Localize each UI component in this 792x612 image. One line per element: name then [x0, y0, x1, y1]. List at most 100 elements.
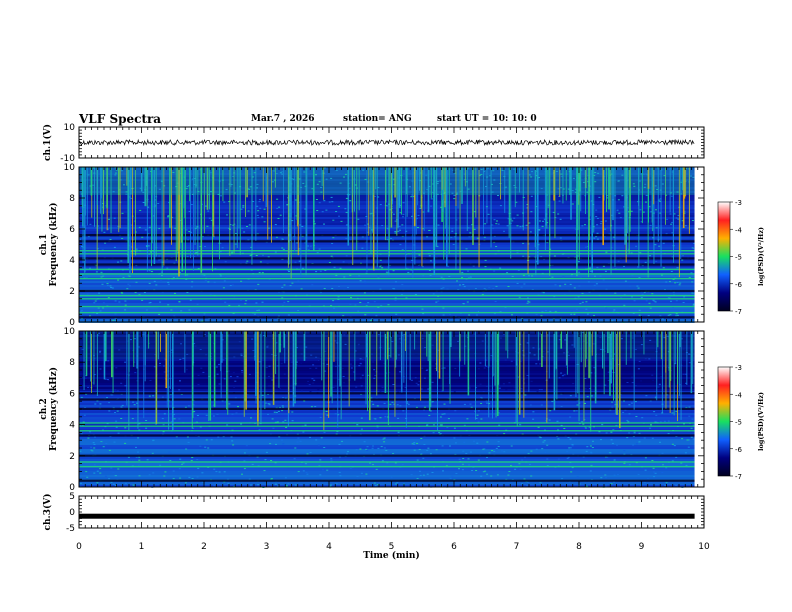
- spectrogram-pixel: [637, 266, 640, 268]
- spectrogram-pixel: [203, 274, 206, 276]
- spectrogram-pixel: [677, 314, 679, 316]
- spectrogram-pixel: [675, 462, 678, 464]
- spectrogram-pixel: [179, 380, 181, 382]
- sferic-streak: [169, 167, 171, 228]
- spectrogram-pixel: [488, 175, 491, 177]
- spectrogram-pixel: [638, 277, 641, 279]
- spectrogram-pixel: [441, 413, 444, 415]
- spectrogram-pixel: [213, 485, 216, 487]
- spectrogram-row: [79, 185, 695, 187]
- spectrogram-row: [79, 251, 695, 253]
- spectrogram-pixel: [195, 421, 198, 423]
- spectrogram-pixel: [407, 403, 410, 405]
- spectrogram-pixel: [553, 296, 556, 298]
- spectrogram-pixel: [178, 389, 181, 391]
- spectrogram-pixel: [675, 315, 678, 317]
- spectrogram-pixel: [524, 394, 527, 396]
- spectrogram-pixel: [180, 310, 183, 312]
- spectrogram-pixel: [569, 283, 572, 285]
- spectrogram-row: [79, 451, 695, 453]
- spectrogram-pixel: [671, 232, 674, 234]
- spectrogram-pixel: [92, 382, 95, 384]
- spectrogram-pixel: [681, 220, 684, 222]
- sferic-streak: [497, 331, 499, 417]
- spectrogram-pixel: [472, 265, 475, 267]
- spectrogram-pixel: [510, 360, 513, 362]
- sferic-streak: [295, 331, 297, 369]
- sferic-streak: [161, 167, 163, 275]
- spectrogram-pixel: [268, 404, 271, 406]
- sferic-streak: [272, 331, 275, 405]
- spectrogram-pixel: [478, 174, 481, 176]
- spectrogram-pixel: [536, 391, 539, 393]
- spectrogram-pixel: [248, 224, 251, 226]
- spectrogram-pixel: [144, 229, 147, 231]
- spectrogram-pixel: [670, 223, 673, 225]
- sferic-streak: [367, 331, 368, 412]
- sferic-streak: [554, 167, 556, 239]
- spectrogram-pixel: [569, 395, 572, 397]
- spectrogram-pixel: [561, 478, 564, 480]
- sferic-streak: [627, 167, 628, 233]
- spectrogram-pixel: [325, 209, 328, 211]
- spectrogram-pixel: [315, 356, 318, 358]
- spectrogram-pixel: [363, 388, 366, 390]
- spectrogram-pixel: [108, 218, 110, 220]
- spectrogram-pixel: [370, 397, 373, 399]
- spectrogram-pixel: [586, 313, 589, 315]
- sferic-streak: [519, 167, 520, 193]
- spectrogram-pixel: [281, 304, 284, 306]
- spectrogram-pixel: [405, 254, 408, 256]
- spectrogram-pixel: [263, 208, 266, 210]
- spectrogram-pixel: [217, 193, 220, 195]
- spectrogram-pixel: [633, 432, 636, 434]
- spectrogram-pixel: [557, 458, 560, 460]
- spectrogram-pixel: [189, 299, 192, 301]
- spectrogram-pixel: [290, 391, 293, 393]
- spectrogram-pixel: [429, 410, 432, 412]
- spectrogram-pixel: [680, 193, 683, 195]
- spectrogram-pixel: [371, 447, 374, 449]
- spectrogram-pixel: [590, 464, 593, 466]
- spectrogram-pixel: [505, 389, 508, 391]
- spectrogram-pixel: [154, 341, 157, 343]
- spectrogram-pixel: [120, 406, 123, 408]
- sferic-streak: [376, 167, 378, 268]
- spectrogram-pixel: [232, 371, 235, 373]
- spectrogram-pixel: [690, 272, 693, 274]
- spectrogram-pixel: [328, 262, 331, 263]
- spectrogram-pixel: [463, 286, 466, 288]
- spectrogram-pixel: [422, 211, 425, 213]
- spectrogram-pixel: [613, 309, 616, 311]
- spectrogram-row: [79, 195, 695, 197]
- spectrogram-pixel: [180, 343, 182, 345]
- spectrogram-row: [79, 349, 695, 351]
- spectrogram-row: [79, 339, 695, 341]
- spectrogram-row: [79, 377, 695, 379]
- sferic-streak: [643, 331, 645, 355]
- spectrogram-pixel: [491, 224, 494, 226]
- spectrogram-pixel: [662, 267, 665, 269]
- spectrogram-pixel: [632, 444, 635, 446]
- sferic-streak: [682, 167, 685, 229]
- spectrogram-pixel: [109, 285, 112, 287]
- spectrogram-pixel: [343, 382, 346, 384]
- spectrogram-pixel: [188, 309, 191, 311]
- spectrogram-pixel: [549, 310, 552, 312]
- spectrogram-pixel: [483, 288, 486, 289]
- sferic-streak: [577, 331, 579, 394]
- spectrogram-pixel: [153, 280, 156, 282]
- spectrogram-row: [79, 215, 695, 217]
- spectrogram-pixel: [315, 199, 318, 200]
- spectrogram-pixel: [93, 167, 95, 169]
- spectrogram-pixel: [656, 189, 659, 190]
- spectrogram-pixel: [98, 292, 101, 294]
- spectrogram-pixel: [282, 406, 285, 408]
- spectrogram-pixel: [207, 281, 210, 283]
- spectrogram-pixel: [141, 236, 144, 238]
- sferic-streak: [179, 167, 181, 249]
- spectrogram-pixel: [598, 196, 601, 198]
- spectrogram-pixel: [528, 301, 531, 303]
- spectrogram-pixel: [205, 414, 208, 416]
- spectrogram-pixel: [188, 476, 191, 478]
